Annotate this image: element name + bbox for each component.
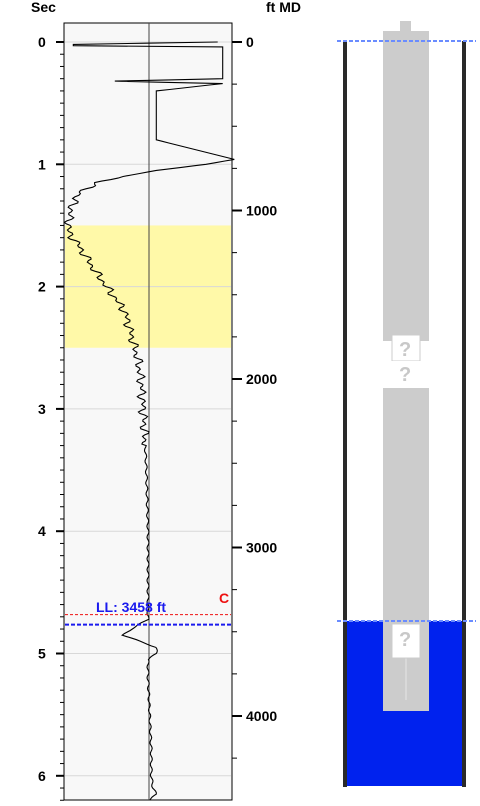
right-casing-wall	[462, 41, 466, 787]
grid-lines	[65, 41, 231, 777]
left-axis-ticks: 0 1 2 3 4 5 6	[38, 34, 64, 801]
right-axis-ticks: 0 1000 2000 3000 4000	[232, 34, 277, 759]
left-tick-label: 4	[38, 523, 46, 539]
right-tick-label: 0	[246, 34, 254, 50]
left-casing-wall	[343, 41, 347, 787]
left-tick-label: 1	[38, 156, 46, 172]
right-axis-title: ft MD	[266, 0, 301, 15]
liquid-level-label: LL: 3458 ft	[96, 599, 166, 615]
plot-area	[63, 22, 233, 801]
left-axis-title: Sec	[31, 0, 56, 15]
right-tick-label: 2000	[246, 371, 277, 387]
left-tick-label: 2	[38, 279, 46, 295]
left-tick-label: 5	[38, 646, 46, 662]
wellbore-diagram: ? ? ?	[337, 21, 476, 787]
unknown-component-upper: ?	[391, 334, 421, 362]
left-tick-label: 6	[38, 768, 46, 784]
right-tick-label: 1000	[246, 203, 277, 219]
unknown-component-lower: ?	[385, 623, 427, 659]
right-tick-label: 3000	[246, 540, 277, 556]
right-tick-label: 4000	[246, 708, 277, 724]
unknown-component-glyph: ?	[399, 364, 411, 386]
tubing-top-cap	[400, 21, 411, 37]
acoustic-trace-line	[63, 41, 235, 801]
unknown-component-glyph: ?	[399, 629, 411, 651]
tubing-upper-body	[383, 31, 429, 341]
unknown-component-glyph: ?	[399, 339, 411, 361]
left-tick-label: 0	[38, 34, 46, 50]
collar-marker-label: C	[219, 590, 229, 606]
left-tick-label: 3	[38, 401, 46, 417]
unknown-component-middle: ?	[385, 361, 427, 387]
